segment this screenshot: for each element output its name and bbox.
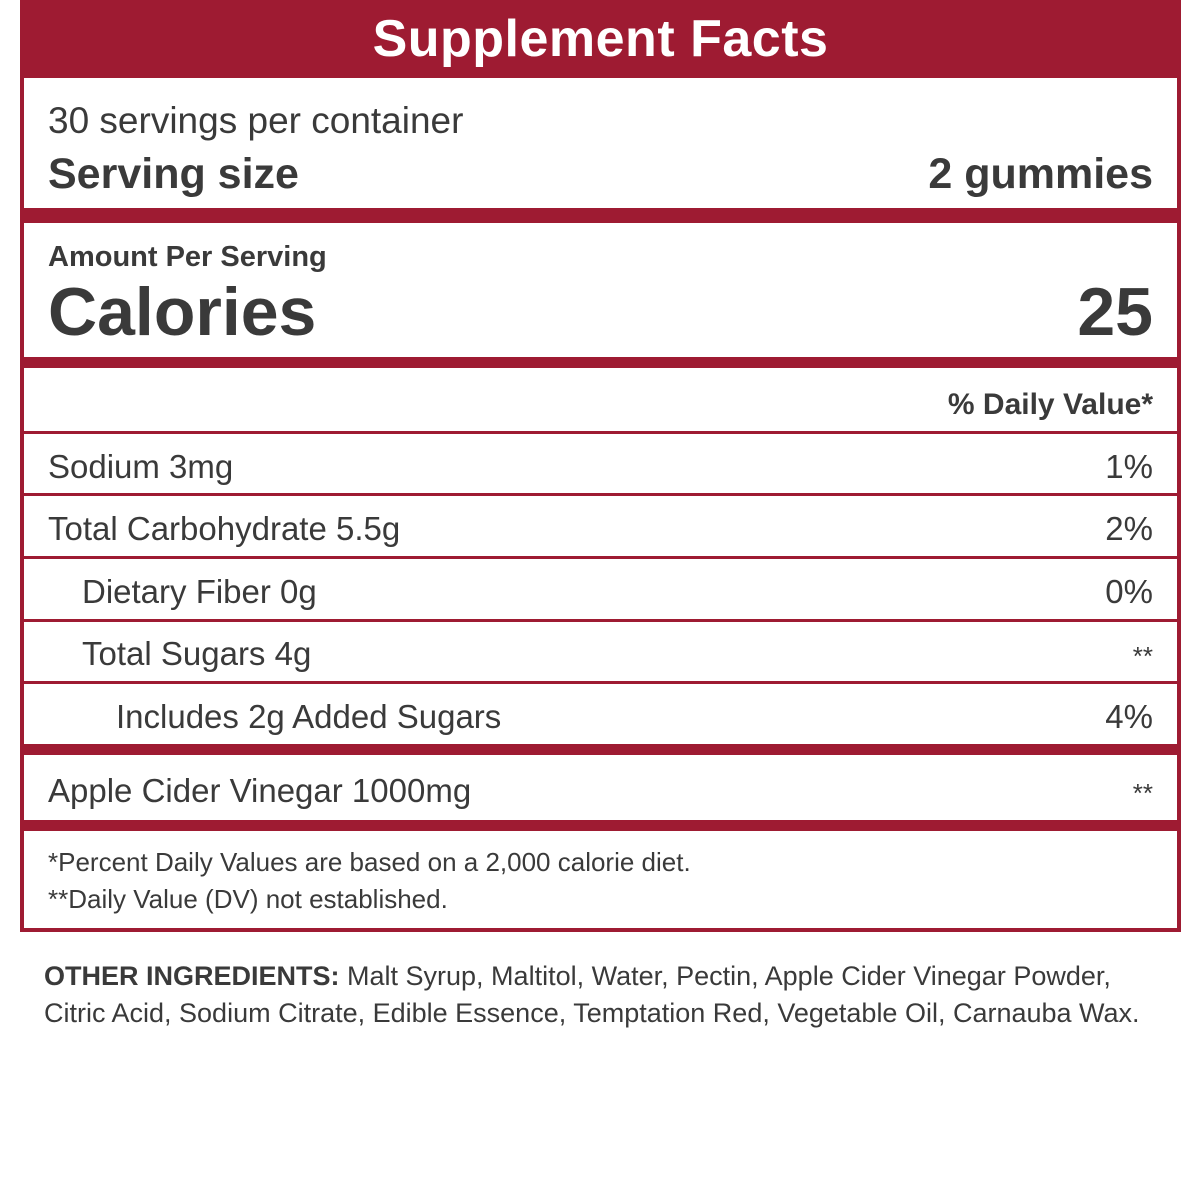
divider-thin <box>24 431 1177 434</box>
nutrient-row: Sodium 3mg 1% <box>48 448 1153 486</box>
nutrient-label: Total Sugars 4g <box>82 635 312 672</box>
divider-thin <box>24 619 1177 622</box>
serving-size-label: Serving size <box>48 150 299 198</box>
nutrient-label: Total Carbohydrate 5.5g <box>48 510 401 547</box>
divider-thick-3 <box>24 744 1177 755</box>
nutrient-row: Total Sugars 4g ** <box>82 635 1153 673</box>
footnote-daily-values: *Percent Daily Values are based on a 2,0… <box>48 847 691 877</box>
calories-label: Calories <box>48 274 317 350</box>
ingredients-heading: OTHER INGREDIENTS: <box>44 961 340 991</box>
divider-thick-2 <box>24 357 1177 368</box>
footnote-dv-not-established: **Daily Value (DV) not established. <box>48 884 448 914</box>
serving-size-row: Serving size 2 gummies <box>48 150 1153 199</box>
panel-title: Supplement Facts <box>24 0 1177 78</box>
other-ingredients: OTHER INGREDIENTS: Malt Syrup, Maltitol,… <box>44 958 1144 1032</box>
calories-row: Calories 25 <box>48 278 1153 346</box>
serving-size-value: 2 gummies <box>928 150 1153 198</box>
divider-thin <box>24 493 1177 496</box>
nutrient-dv: 1% <box>1105 448 1153 485</box>
nutrient-row: Dietary Fiber 0g 0% <box>82 573 1153 611</box>
nutrient-row: Includes 2g Added Sugars 4% <box>116 698 1153 736</box>
amount-per-serving: Amount Per Serving <box>48 241 327 273</box>
divider-thin <box>24 681 1177 684</box>
daily-value-header: % Daily Value* <box>947 388 1153 421</box>
nutrient-dv: 0% <box>1105 573 1153 610</box>
servings-text: 30 servings per container <box>48 100 464 141</box>
special-ingredient-label: Apple Cider Vinegar 1000mg <box>48 772 472 809</box>
nutrient-dv: ** <box>1132 641 1153 671</box>
special-ingredient-row: Apple Cider Vinegar 1000mg ** <box>48 772 1153 810</box>
nutrient-label: Dietary Fiber 0g <box>82 573 317 610</box>
special-ingredient-dv: ** <box>1132 778 1153 808</box>
nutrient-dv: 4% <box>1105 698 1153 735</box>
ingredients-list: Malt Syrup, Maltitol, Water, Pectin, App… <box>44 961 1140 1028</box>
nutrient-label: Sodium 3mg <box>48 448 234 485</box>
servings-per-container: 30 servings per container <box>48 100 1153 142</box>
divider-thick-4 <box>24 820 1177 831</box>
nutrient-dv: 2% <box>1105 510 1153 547</box>
divider-thin <box>24 556 1177 559</box>
calories-value: 25 <box>1077 274 1153 350</box>
supplement-facts-panel: Supplement Facts 30 servings per contain… <box>20 0 1181 932</box>
nutrient-row: Total Carbohydrate 5.5g 2% <box>48 510 1153 548</box>
nutrient-label: Includes 2g Added Sugars <box>116 698 502 735</box>
divider-thick-1 <box>24 208 1177 223</box>
